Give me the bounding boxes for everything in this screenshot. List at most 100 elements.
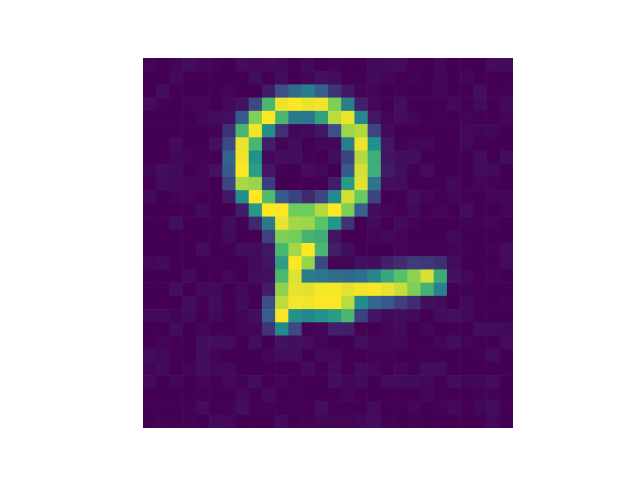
heatmap-cell bbox=[341, 361, 355, 376]
heatmap-cell bbox=[182, 58, 197, 72]
heatmap-cell bbox=[486, 190, 501, 204]
heatmap-cell bbox=[156, 282, 170, 297]
heatmap-cell bbox=[288, 71, 302, 85]
heatmap-cell bbox=[407, 58, 421, 72]
heatmap-cell bbox=[314, 335, 329, 349]
heatmap-cell bbox=[301, 97, 316, 112]
heatmap-cell bbox=[222, 97, 236, 112]
heatmap-cell bbox=[261, 84, 276, 98]
heatmap-cell bbox=[209, 97, 223, 112]
heatmap-cell bbox=[499, 309, 513, 323]
heatmap-cell bbox=[288, 163, 302, 178]
heatmap-cell bbox=[143, 97, 157, 112]
heatmap-cell bbox=[209, 216, 223, 231]
heatmap-cell bbox=[156, 414, 170, 428]
heatmap-cell bbox=[143, 163, 157, 178]
heatmap-cell bbox=[169, 124, 183, 138]
heatmap-cell bbox=[460, 71, 474, 85]
heatmap-cell bbox=[314, 163, 329, 178]
heatmap-cell bbox=[394, 269, 408, 283]
heatmap-cell bbox=[394, 295, 408, 310]
heatmap-cell bbox=[169, 229, 183, 244]
heatmap-cell bbox=[354, 361, 368, 376]
heatmap-cell bbox=[420, 309, 434, 323]
heatmap-cell bbox=[195, 203, 210, 217]
heatmap-cell bbox=[341, 176, 355, 191]
heatmap-cell bbox=[182, 110, 197, 125]
heatmap-cell bbox=[301, 243, 316, 257]
heatmap-cell bbox=[182, 84, 197, 98]
heatmap-cell bbox=[486, 137, 501, 151]
heatmap-cell bbox=[460, 216, 474, 231]
heatmap-cell bbox=[433, 269, 448, 283]
heatmap-cell bbox=[143, 84, 157, 98]
heatmap-cell bbox=[209, 150, 223, 164]
heatmap-cell bbox=[460, 110, 474, 125]
heatmap-cell bbox=[328, 176, 342, 191]
heatmap-cell bbox=[195, 322, 210, 336]
heatmap-cell bbox=[195, 190, 210, 204]
heatmap-cell bbox=[473, 137, 487, 151]
heatmap-cell bbox=[209, 176, 223, 191]
heatmap-cell bbox=[301, 124, 316, 138]
heatmap-cell bbox=[314, 203, 329, 217]
heatmap-cell bbox=[169, 243, 183, 257]
heatmap-cell bbox=[420, 58, 434, 72]
heatmap-cell bbox=[235, 71, 249, 85]
heatmap-cell bbox=[420, 282, 434, 297]
heatmap-cell bbox=[433, 361, 448, 376]
heatmap-cell bbox=[261, 361, 276, 376]
heatmap-cell bbox=[367, 401, 382, 416]
heatmap-cell bbox=[195, 375, 210, 389]
heatmap-cell bbox=[248, 348, 263, 363]
heatmap-cell bbox=[499, 361, 513, 376]
heatmap-cell bbox=[367, 84, 382, 98]
heatmap-cell bbox=[407, 176, 421, 191]
heatmap-cell bbox=[261, 176, 276, 191]
heatmap-cell bbox=[473, 110, 487, 125]
heatmap-cell bbox=[486, 58, 501, 72]
heatmap-cell bbox=[367, 282, 382, 297]
heatmap-cell bbox=[407, 309, 421, 323]
heatmap-cell bbox=[380, 163, 395, 178]
heatmap-cell bbox=[156, 58, 170, 72]
heatmap-cell bbox=[301, 414, 316, 428]
heatmap-cell bbox=[394, 216, 408, 231]
heatmap-cell bbox=[261, 97, 276, 112]
heatmap-cell bbox=[394, 110, 408, 125]
heatmap-cell bbox=[182, 414, 197, 428]
heatmap-cell bbox=[288, 309, 302, 323]
heatmap-cell bbox=[222, 58, 236, 72]
heatmap-cell bbox=[288, 256, 302, 270]
heatmap-cell bbox=[261, 375, 276, 389]
heatmap-cell bbox=[499, 176, 513, 191]
heatmap-cell bbox=[367, 216, 382, 231]
heatmap-cell bbox=[460, 401, 474, 416]
heatmap-cell bbox=[169, 110, 183, 125]
heatmap-cell bbox=[143, 388, 157, 402]
heatmap-cell bbox=[301, 401, 316, 416]
heatmap-cell bbox=[486, 401, 501, 416]
heatmap-cell bbox=[341, 322, 355, 336]
heatmap-cell bbox=[222, 124, 236, 138]
heatmap-cell bbox=[195, 243, 210, 257]
heatmap-cell bbox=[394, 229, 408, 244]
heatmap-cell bbox=[446, 388, 461, 402]
heatmap-cell bbox=[261, 71, 276, 85]
heatmap-cell bbox=[314, 137, 329, 151]
heatmap-cell bbox=[341, 163, 355, 178]
heatmap-cell bbox=[248, 322, 263, 336]
heatmap-cell bbox=[394, 256, 408, 270]
heatmap-cell bbox=[248, 124, 263, 138]
heatmap-cell bbox=[301, 58, 316, 72]
heatmap-cell bbox=[275, 269, 289, 283]
heatmap-cell bbox=[209, 256, 223, 270]
heatmap-cell bbox=[235, 375, 249, 389]
heatmap-cell bbox=[341, 110, 355, 125]
heatmap-cell bbox=[473, 335, 487, 349]
heatmap-cell bbox=[248, 295, 263, 310]
heatmap-cell bbox=[209, 388, 223, 402]
heatmap-cell bbox=[486, 84, 501, 98]
heatmap-cell bbox=[195, 124, 210, 138]
heatmap-cell bbox=[460, 309, 474, 323]
